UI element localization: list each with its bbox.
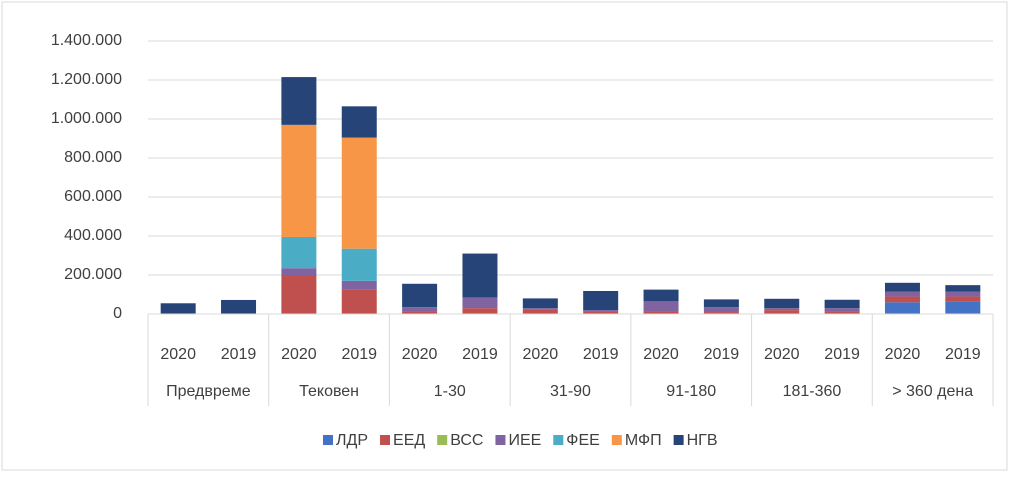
group-label: 181-360 <box>783 383 842 400</box>
bar-segment <box>945 301 981 314</box>
x-tick-label: 2019 <box>945 346 981 363</box>
x-tick-label: 2019 <box>341 346 377 363</box>
bar-segment <box>462 297 498 309</box>
legend-label: МФП <box>625 432 662 449</box>
legend-label: НГВ <box>687 432 718 449</box>
bar-segment <box>824 299 860 309</box>
bar-segment <box>945 285 981 292</box>
bar-segment <box>341 106 377 138</box>
bar-segment <box>643 289 679 302</box>
x-tick-label: 2019 <box>583 346 619 363</box>
bar-segment <box>281 275 317 314</box>
bar-segment <box>643 311 679 314</box>
legend-label: ИЕЕ <box>508 432 541 449</box>
group-label: 31-90 <box>550 383 591 400</box>
x-tick-label: 2019 <box>462 346 498 363</box>
legend-swatch <box>437 435 448 445</box>
bar-segment <box>945 296 981 302</box>
bar-segment <box>703 312 739 314</box>
y-tick-label: 400.000 <box>64 227 122 244</box>
x-tick-label: 2020 <box>764 346 800 363</box>
legend-label: ЕЕД <box>393 432 425 449</box>
legend-label: ФЕЕ <box>566 432 600 449</box>
group-label: > 360 дена <box>892 383 973 400</box>
x-tick-label: 2020 <box>885 346 921 363</box>
bar-segment <box>341 248 377 281</box>
bar-segment <box>643 301 679 312</box>
legend-swatch <box>553 435 564 445</box>
bar-segment <box>160 303 196 314</box>
bar-segment <box>221 299 257 314</box>
bar-segment <box>945 291 981 297</box>
bar-segment <box>522 309 558 314</box>
y-tick-label: 1.200.000 <box>51 71 122 88</box>
bar-segment <box>824 308 860 312</box>
bar-segment <box>703 307 739 313</box>
bar-segment <box>341 280 377 290</box>
x-tick-label: 2020 <box>281 346 317 363</box>
bar-segment <box>583 290 619 311</box>
x-tick-label: 2020 <box>643 346 679 363</box>
legend-swatch <box>611 435 622 445</box>
x-tick-label: 2020 <box>523 346 559 363</box>
bar-segment <box>402 283 438 308</box>
bar-segment <box>281 236 317 269</box>
bar-segment <box>341 137 377 249</box>
y-tick-label: 1.000.000 <box>51 110 122 127</box>
bar-segment <box>884 296 920 303</box>
bar-segment <box>764 310 800 314</box>
bar-segment <box>884 291 920 297</box>
bar-segment <box>764 298 800 309</box>
x-tick-label: 2019 <box>824 346 860 363</box>
bar-segment <box>884 302 920 314</box>
x-tick-label: 2020 <box>402 346 438 363</box>
bar-segment <box>824 311 860 314</box>
bar-segment <box>281 268 317 275</box>
bar-segment <box>703 299 739 308</box>
x-tick-label: 2020 <box>160 346 196 363</box>
group-label: 91-180 <box>666 383 716 400</box>
y-tick-label: 0 <box>113 305 122 322</box>
legend-swatch <box>323 435 333 445</box>
bar-segment <box>764 308 800 311</box>
x-tick-label: 2019 <box>704 346 740 363</box>
legend-swatch <box>495 435 506 445</box>
y-tick-label: 200.000 <box>64 266 122 283</box>
bar-segment <box>281 77 317 125</box>
group-label: Предвреме <box>166 383 251 400</box>
bar-segment <box>884 282 920 292</box>
bar-segment <box>583 310 619 312</box>
bar-segment <box>522 308 558 310</box>
bar-segment <box>341 289 377 314</box>
bar-segment <box>462 253 498 298</box>
bar-segment <box>281 124 317 237</box>
y-tick-label: 600.000 <box>64 188 122 205</box>
bar-segment <box>402 311 438 314</box>
bar-segment <box>462 308 498 314</box>
x-tick-label: 2019 <box>221 346 257 363</box>
y-tick-label: 800.000 <box>64 149 122 166</box>
bar-segment <box>583 311 619 314</box>
bar-segment <box>402 307 438 312</box>
legend-swatch <box>380 435 391 445</box>
legend-label: ВСС <box>450 432 483 449</box>
group-label: Тековен <box>299 383 359 400</box>
group-label: 1-30 <box>434 383 466 400</box>
legend-label: ЛДР <box>336 432 368 449</box>
bar-segment <box>522 298 558 309</box>
legend-swatch <box>673 435 684 445</box>
y-tick-label: 1.400.000 <box>51 32 122 49</box>
